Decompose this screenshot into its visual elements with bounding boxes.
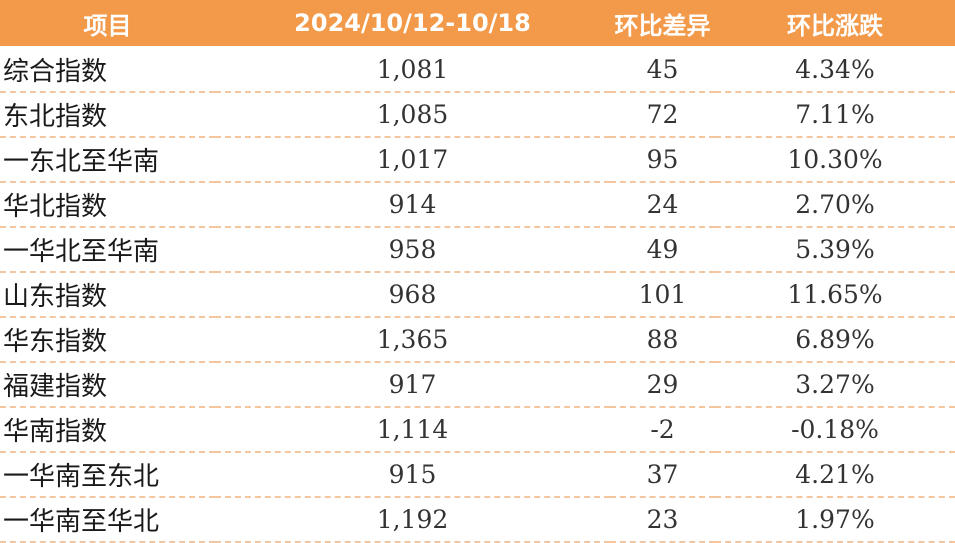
row-diff: 37 (610, 452, 715, 498)
header-diff: 环比差异 (610, 0, 715, 48)
row-diff: 95 (610, 137, 715, 183)
row-change-pct: -0.18% (715, 407, 955, 453)
row-change-pct: 3.27% (715, 362, 955, 408)
table-row: 一东北至华南 1,017 95 10.30% (0, 137, 955, 183)
row-change-pct: 11.65% (715, 272, 955, 318)
row-label: 华东指数 (0, 317, 215, 363)
row-index-value: 958 (215, 227, 610, 273)
row-label: 综合指数 (0, 47, 215, 93)
row-diff: 101 (610, 272, 715, 318)
row-change-pct: 2.70% (715, 182, 955, 228)
row-diff: 45 (610, 47, 715, 93)
row-index-value: 915 (215, 452, 610, 498)
row-diff: 23 (610, 497, 715, 543)
row-label: 一东北至华南 (0, 137, 215, 183)
row-index-value: 1,085 (215, 92, 610, 138)
row-change-pct: 5.39% (715, 227, 955, 273)
row-index-value: 1,114 (215, 407, 610, 453)
table-row: 一华南至华北 1,192 23 1.97% (0, 497, 955, 543)
table-row: 华东指数 1,365 88 6.89% (0, 317, 955, 363)
row-diff: 49 (610, 227, 715, 273)
row-label: 一华北至华南 (0, 227, 215, 273)
row-diff: 29 (610, 362, 715, 408)
row-diff: 24 (610, 182, 715, 228)
row-diff: 72 (610, 92, 715, 138)
row-index-value: 1,192 (215, 497, 610, 543)
row-label: 华北指数 (0, 182, 215, 228)
header-row: 项目 2024/10/12-10/18 环比差异 环比涨跌 (0, 0, 955, 48)
row-label: 山东指数 (0, 272, 215, 318)
table-row: 华北指数 914 24 2.70% (0, 182, 955, 228)
table-row: 一华北至华南 958 49 5.39% (0, 227, 955, 273)
row-change-pct: 4.21% (715, 452, 955, 498)
row-index-value: 1,081 (215, 47, 610, 93)
table-body: 综合指数 1,081 45 4.34% 东北指数 1,085 72 7.11% … (0, 47, 955, 543)
row-change-pct: 7.11% (715, 92, 955, 138)
row-label: 一华南至东北 (0, 452, 215, 498)
row-index-value: 1,365 (215, 317, 610, 363)
row-label: 福建指数 (0, 362, 215, 408)
row-change-pct: 4.34% (715, 47, 955, 93)
table-row: 东北指数 1,085 72 7.11% (0, 92, 955, 138)
table-header: 项目 2024/10/12-10/18 环比差异 环比涨跌 (0, 0, 955, 48)
table-row: 综合指数 1,081 45 4.34% (0, 47, 955, 93)
row-change-pct: 1.97% (715, 497, 955, 543)
table-row: 一华南至东北 915 37 4.21% (0, 452, 955, 498)
table-row: 华南指数 1,114 -2 -0.18% (0, 407, 955, 453)
row-change-pct: 10.30% (715, 137, 955, 183)
row-diff: 88 (610, 317, 715, 363)
row-change-pct: 6.89% (715, 317, 955, 363)
row-diff: -2 (610, 407, 715, 453)
table-row: 山东指数 968 101 11.65% (0, 272, 955, 318)
header-change-pct: 环比涨跌 (715, 0, 955, 48)
row-index-value: 917 (215, 362, 610, 408)
row-label: 华南指数 (0, 407, 215, 453)
header-item: 项目 (0, 0, 215, 48)
header-period: 2024/10/12-10/18 (215, 0, 610, 48)
row-index-value: 1,017 (215, 137, 610, 183)
row-index-value: 968 (215, 272, 610, 318)
row-label: 一华南至华北 (0, 497, 215, 543)
row-label: 东北指数 (0, 92, 215, 138)
table-row: 福建指数 917 29 3.27% (0, 362, 955, 408)
row-index-value: 914 (215, 182, 610, 228)
